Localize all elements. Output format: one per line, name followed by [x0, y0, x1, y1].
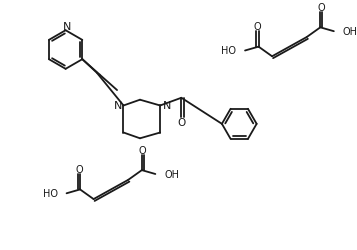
Text: O: O: [177, 118, 186, 128]
Text: OH: OH: [164, 169, 179, 179]
Text: N: N: [62, 22, 71, 32]
Text: O: O: [75, 164, 83, 174]
Text: O: O: [139, 145, 147, 155]
Text: O: O: [317, 3, 325, 13]
Text: HO: HO: [43, 188, 58, 198]
Text: HO: HO: [221, 46, 236, 56]
Text: N: N: [114, 100, 122, 110]
Text: O: O: [254, 22, 261, 32]
Text: OH: OH: [342, 27, 357, 37]
Text: N: N: [163, 100, 171, 110]
